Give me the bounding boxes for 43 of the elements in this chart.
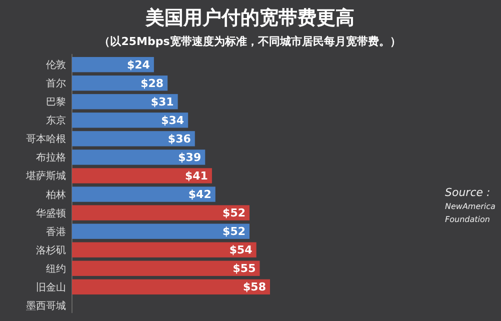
bar [72,57,154,72]
y-tick-label: 墨西哥城 [26,300,66,312]
data-label: $36 [168,132,192,146]
data-label: $34 [161,114,184,128]
data-label: $52 [222,206,246,220]
data-label: $31 [150,95,174,108]
bar [72,242,256,258]
data-label: $41 [184,170,208,183]
data-label: $55 [232,262,256,276]
bar [72,131,195,146]
bar [72,279,270,294]
data-label: $58 [243,280,266,294]
data-label: $54 [229,244,253,257]
bar [72,150,206,165]
y-tick-label: 华盛顿 [36,207,66,220]
y-tick-label: 香港 [46,226,66,238]
y-tick-label: 巴黎 [46,96,66,108]
data-label: $24 [126,58,150,72]
y-tick-label: 东京 [46,114,66,127]
source-note: Source : NewAmerica Foundation [445,186,496,224]
chart-title: 美国用户付的宽带费更高 [144,7,354,29]
y-tick-label: 首尔 [46,78,66,90]
chart-subtitle: （以25Mbps宽带速度为标准，不同城市居民每月宽带费。） [99,35,401,48]
bar [72,205,250,220]
bar [72,186,216,202]
y-tick-label: 柏林 [45,188,66,201]
y-tick-label: 布拉格 [36,152,66,164]
y-tick-label: 哥本哈根 [26,133,66,146]
data-label: $39 [178,151,202,164]
y-tick-label: 旧金山 [36,281,66,294]
data-label: $28 [140,76,164,90]
data-label: $52 [222,225,246,238]
data-label: $42 [188,188,212,202]
bar [72,168,212,184]
y-tick-label: 纽约 [46,262,66,275]
bar [72,260,260,276]
y-tick-label: 伦敦 [46,59,66,72]
y-tick-label: 洛杉矶 [36,244,66,256]
bar [72,112,188,128]
bar [72,76,168,91]
bar [72,224,250,239]
y-tick-label: 堪萨斯城 [25,170,66,182]
bar [72,94,178,110]
